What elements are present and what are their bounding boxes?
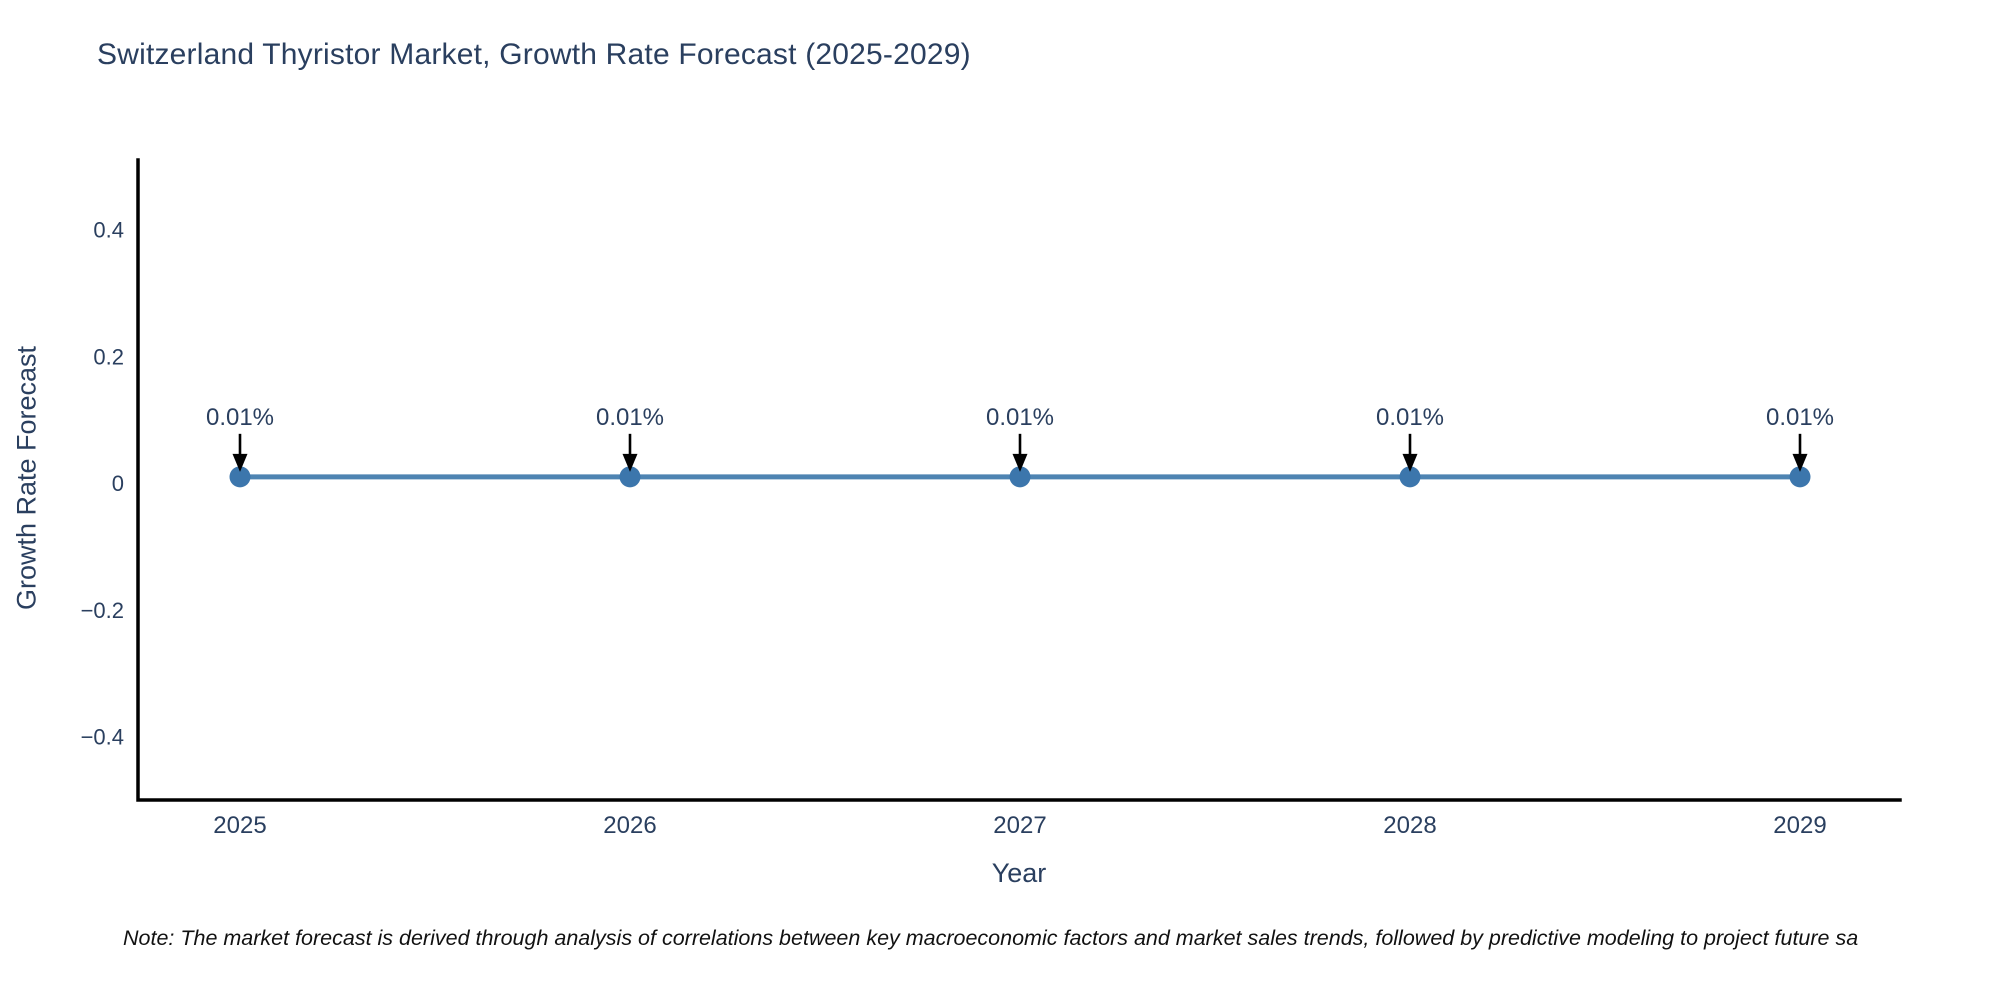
annotation-arrow-head xyxy=(1012,453,1028,472)
footnote: Note: The market forecast is derived thr… xyxy=(123,926,1859,950)
annotation-arrow-head xyxy=(1792,453,1808,472)
annotation-arrow-head xyxy=(622,453,638,472)
point-annotation-label: 0.01% xyxy=(1376,404,1444,431)
point-annotation-label: 0.01% xyxy=(206,404,274,431)
x-tick-label: 2025 xyxy=(213,812,266,839)
x-tick-label: 2026 xyxy=(603,812,656,839)
x-tick-label: 2028 xyxy=(1383,812,1436,839)
data-point-marker xyxy=(619,466,641,488)
y-tick-label: −0.4 xyxy=(81,725,124,750)
x-axis-title: Year xyxy=(991,858,1047,888)
point-annotation-label: 0.01% xyxy=(986,404,1054,431)
y-tick-label: 0.2 xyxy=(93,344,124,369)
y-axis-title: Growth Rate Forecast xyxy=(11,345,42,611)
y-tick-label: 0 xyxy=(112,471,124,496)
annotation-arrow-head xyxy=(1402,453,1418,472)
axis-lines xyxy=(136,158,1902,802)
data-point-marker xyxy=(229,466,251,488)
x-tick-label: 2029 xyxy=(1773,812,1826,839)
point-annotation-label: 0.01% xyxy=(1766,404,1834,431)
annotation-arrow-head xyxy=(232,453,248,472)
x-tick-label: 2027 xyxy=(993,812,1046,839)
chart-title: Switzerland Thyristor Market, Growth Rat… xyxy=(97,38,971,71)
y-tick-label: 0.4 xyxy=(93,218,124,243)
point-annotation-label: 0.01% xyxy=(596,404,664,431)
data-point-marker xyxy=(1399,466,1421,488)
data-point-marker xyxy=(1789,466,1811,488)
data-point-marker xyxy=(1009,466,1031,488)
y-tick-label: −0.2 xyxy=(81,598,124,623)
